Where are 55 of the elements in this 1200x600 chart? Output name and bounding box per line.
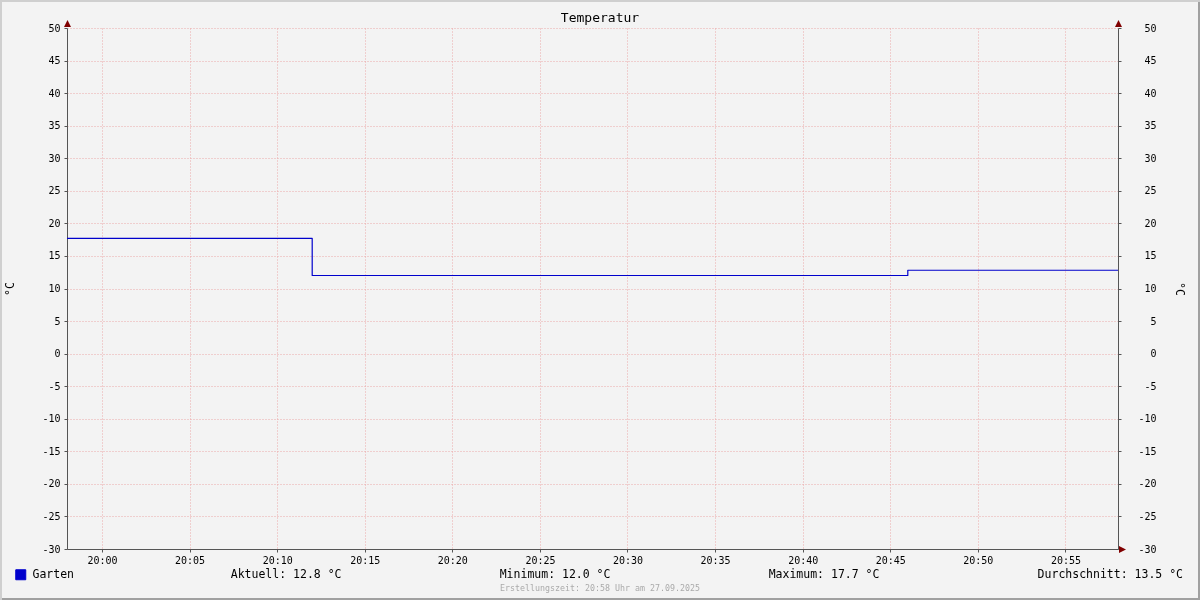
- y2-tick-label: 45: [1144, 55, 1157, 67]
- y2-tick-label: 5: [1150, 315, 1157, 327]
- y-axis-title: °C: [2, 282, 17, 296]
- x-tick-label: 20:40: [788, 554, 819, 566]
- x-tick-label: 20:00: [87, 554, 118, 566]
- y2-tick-label: -30: [1138, 543, 1157, 555]
- x-tick-label: 20:45: [875, 554, 906, 566]
- y2-tick-label: 0: [1150, 348, 1157, 360]
- y-tick-label: 15: [48, 250, 61, 262]
- chart-title: Temperatur: [560, 10, 640, 25]
- text: Minimum: 12.0 °C: [499, 567, 611, 581]
- text: Maximum: 17.7 °C: [768, 567, 880, 581]
- x-tick-label: 20:15: [350, 554, 381, 566]
- y-tick-label: 20: [48, 217, 61, 229]
- y-tick-label: 5: [54, 315, 61, 327]
- y2-tick-label: 50: [1144, 22, 1157, 34]
- y-tick-label: 50: [48, 22, 61, 34]
- y2-tick-label: -20: [1138, 478, 1157, 490]
- y2-tick-label: -10: [1138, 413, 1157, 425]
- x-tick-label: 20:05: [174, 554, 206, 566]
- text: Durchschnitt: 13.5 °C: [1037, 567, 1184, 581]
- x-tick-label: 20:25: [525, 554, 556, 566]
- x-tick-label: 20:30: [612, 554, 644, 566]
- y2-tick-label: -5: [1144, 380, 1157, 392]
- text: Aktuell: 12.8 °C: [230, 567, 342, 581]
- x-tick-label: 20:55: [1050, 554, 1081, 566]
- y-tick-label: 45: [48, 55, 61, 67]
- y-tick-label: -15: [42, 445, 61, 457]
- y2-tick-label: 35: [1144, 120, 1157, 132]
- y2-tick-label: 15: [1144, 250, 1157, 262]
- text: Erstellungszeit: 20:58 Uhr am 27.09.2025: [500, 583, 700, 593]
- y2-tick-label: -25: [1138, 510, 1157, 522]
- y-tick-label: 40: [48, 87, 61, 99]
- y2-tick-label: 30: [1144, 152, 1157, 164]
- y2-tick-label: 40: [1144, 87, 1157, 99]
- y-tick-label: -30: [42, 543, 61, 555]
- x-tick-label: 20:20: [437, 554, 468, 566]
- x-tick-label: 20:50: [963, 554, 994, 566]
- y-tick-label: 0: [54, 348, 61, 360]
- y2-tick-label: -15: [1138, 445, 1157, 457]
- y-tick-label: -25: [42, 510, 61, 522]
- y2-axis-title: °C: [1172, 282, 1187, 296]
- y-tick-label: 25: [48, 185, 61, 197]
- y-tick-label: -10: [42, 413, 61, 425]
- y2-tick-label: 20: [1144, 217, 1157, 229]
- y-tick-label: 30: [48, 152, 61, 164]
- x-tick-label: 20:10: [262, 554, 293, 566]
- y2-tick-label: 25: [1144, 185, 1157, 197]
- y2-tick-label: 10: [1144, 283, 1157, 294]
- y-tick-label: -5: [48, 380, 61, 392]
- y-tick-label: 10: [48, 283, 61, 294]
- y-tick-label: -20: [42, 478, 61, 490]
- x-tick-label: 20:35: [700, 554, 731, 566]
- y-tick-label: 35: [48, 120, 61, 132]
- legend-label: Garten: [32, 566, 75, 581]
